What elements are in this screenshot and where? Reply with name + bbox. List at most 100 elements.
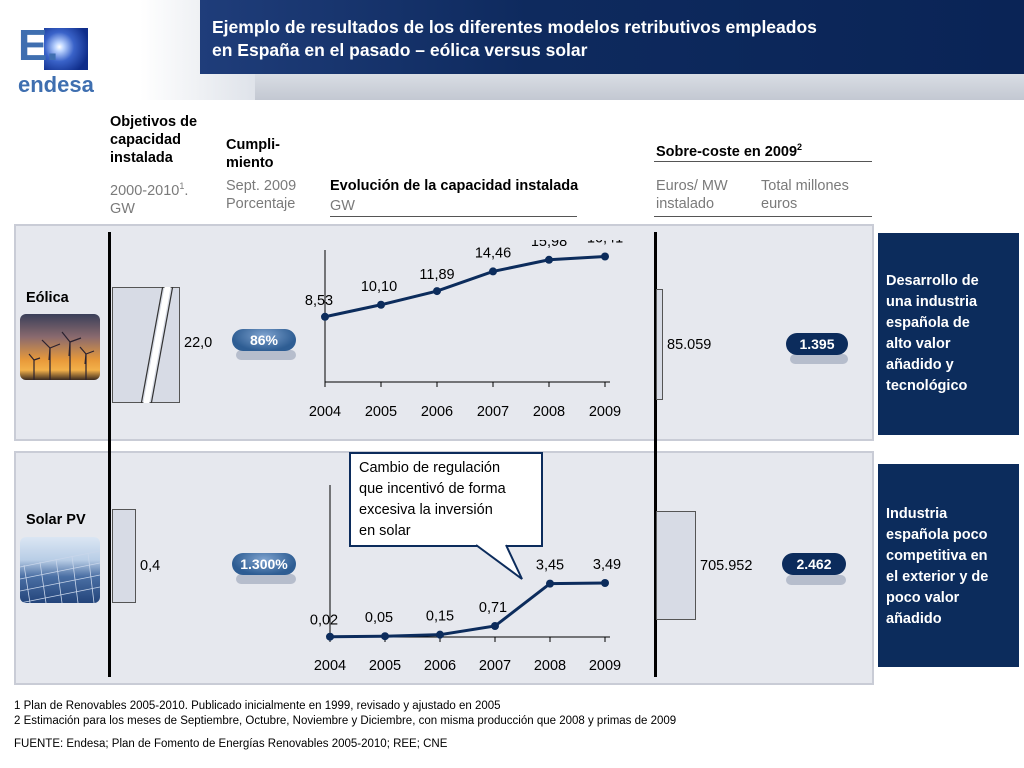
- callout-line: excesiva la inversión: [359, 502, 493, 518]
- series-line: [324, 255, 606, 319]
- eolica-desc-line: española de: [886, 315, 970, 331]
- x-tick-label: 2006: [421, 404, 453, 420]
- solar-desc-line: añadido: [886, 611, 942, 627]
- footnote-1: 1 Plan de Renovables 2005-2010. Publicad…: [14, 700, 501, 712]
- data-label: 15,98: [531, 240, 567, 250]
- sobrecoste-underline: [654, 161, 872, 162]
- eolica-line-chart: 2004 2005 2006 2007 2008 2009 8,53 10,10 11,89 14…: [305, 240, 623, 420]
- evolucion-header: Evolución de la capacidad instalada: [330, 178, 579, 194]
- data-label: 8,53: [305, 293, 333, 309]
- x-tick-label: 2005: [369, 658, 401, 674]
- euros-mw-line: Euros/ MW: [656, 178, 728, 194]
- objetivos-subheader-line: GW: [110, 200, 135, 217]
- data-point: [381, 632, 389, 641]
- solar-total-badge: 2.462: [782, 553, 846, 575]
- data-point: [433, 287, 441, 296]
- eolica-desc-line: Desarrollo de: [886, 273, 979, 289]
- title-strip: [255, 74, 1024, 100]
- total-subheader: Total millones euros: [761, 177, 849, 213]
- pill-shadow: [790, 354, 848, 364]
- solar-cost-bar: [656, 511, 696, 620]
- callout-line: que incentivó de forma: [359, 481, 506, 497]
- eolica-desc-line: una industria: [886, 294, 978, 310]
- eolica-objetivo-value: 22,0: [184, 335, 213, 351]
- eolica-desc-line: alto valor: [886, 336, 951, 352]
- data-label: 0,71: [479, 600, 507, 616]
- solar-description-box: Industria española poco competitiva en e…: [878, 464, 1019, 667]
- source-note: FUENTE: Endesa; Plan de Fomento de Energ…: [14, 738, 448, 750]
- eolica-desc-line: añadido y: [886, 357, 954, 373]
- data-point: [377, 300, 385, 309]
- callout-line: en solar: [359, 523, 411, 539]
- data-point: [489, 267, 497, 276]
- sobrecoste-header: Sobre-coste en 20092: [656, 142, 803, 160]
- x-tick-label: 2004: [314, 658, 346, 674]
- x-tick-label: 2008: [533, 404, 565, 420]
- evolucion-subheader: GW: [330, 198, 355, 214]
- left-separator: [108, 232, 111, 677]
- logo-star-icon: [44, 28, 88, 70]
- solar-cumplimiento-badge: 1.300%: [232, 553, 296, 575]
- row-label-eolica: Eólica: [26, 290, 69, 306]
- footnote-2: 2 Estimación para los meses de Septiembr…: [14, 715, 677, 727]
- logo-letter: E.: [18, 21, 59, 70]
- data-point: [326, 632, 334, 641]
- data-point: [545, 255, 553, 264]
- solar-panel-icon: [20, 550, 100, 603]
- total-line: euros: [761, 196, 798, 212]
- cumplimiento-subheader-line: Porcentaje: [226, 196, 296, 212]
- eolica-total-badge: 1.395: [786, 333, 848, 355]
- eolica-cost-bar: [656, 289, 663, 400]
- evolucion-underline: [330, 216, 577, 217]
- solar-panels-photo: [20, 537, 100, 603]
- x-tick-label: 2007: [477, 404, 509, 420]
- data-label: 11,89: [419, 267, 454, 283]
- solar-desc-line: poco valor: [886, 590, 960, 606]
- solar-objetivo-value: 0,4: [140, 558, 161, 574]
- data-label: 10,10: [361, 279, 397, 295]
- data-label: 0,15: [426, 609, 454, 625]
- objetivos-header-line: capacidad: [110, 132, 181, 148]
- page-title: Ejemplo de resultados de los diferentes …: [212, 16, 992, 62]
- data-point: [601, 579, 609, 588]
- x-tick-label: 2008: [534, 658, 566, 674]
- solar-desc-line: competitiva en: [886, 548, 988, 564]
- eolica-description-box: Desarrollo de una industria española de …: [878, 233, 1019, 435]
- eolica-euros-mw-value: 85.059: [667, 337, 712, 353]
- callout-line: Cambio de regulación: [359, 460, 501, 476]
- pill-shadow: [236, 574, 296, 584]
- solar-desc-line: española poco: [886, 527, 988, 543]
- pill-shadow: [236, 350, 296, 360]
- objetivos-subheader: 2000-20101. GW: [110, 177, 188, 218]
- x-tick-label: 2009: [589, 658, 621, 674]
- row-label-solar: Solar PV: [26, 512, 86, 528]
- pill-shadow: [786, 575, 846, 585]
- data-label: 14,46: [475, 245, 511, 261]
- data-label: 0,02: [310, 613, 338, 629]
- euros-mw-subheader: Euros/ MW instalado: [656, 177, 728, 213]
- solar-line-chart: 2004 2005 2006 2007 2008 2009 0,02 0,05 0,15 0,71…: [310, 485, 621, 674]
- x-tick-label: 2004: [309, 404, 341, 420]
- solar-euros-mw-value: 705.952: [700, 558, 753, 574]
- title-line-2: en España en el pasado – eólica versus s…: [212, 40, 588, 60]
- eolica-target-bar: [112, 287, 180, 403]
- data-label: 16,41: [587, 240, 623, 247]
- objetivos-header-line: Objetivos de: [110, 114, 198, 130]
- total-line: Total millones: [761, 178, 849, 194]
- data-point: [436, 630, 444, 639]
- data-label: 3,45: [536, 558, 564, 574]
- cumplimiento-subheader: Sept. 2009 Porcentaje: [226, 177, 296, 213]
- cumplimiento-subheader-line: Sept. 2009: [226, 178, 297, 194]
- data-point: [491, 622, 499, 631]
- data-label: 0,05: [365, 610, 393, 626]
- title-banner: [200, 0, 1024, 74]
- x-tick-label: 2005: [365, 404, 397, 420]
- logo-name: endesa: [18, 72, 94, 97]
- cumplimiento-header-line: Cumpli-: [226, 137, 280, 153]
- wind-turbines-photo: [20, 314, 100, 380]
- regulation-callout: Cambio de regulación que incentivó de fo…: [349, 452, 543, 547]
- callout-pointer-icon: [475, 544, 523, 580]
- x-tick-label: 2007: [479, 658, 511, 674]
- data-point: [321, 312, 329, 321]
- sobrecoste-bottom-line: [654, 216, 872, 217]
